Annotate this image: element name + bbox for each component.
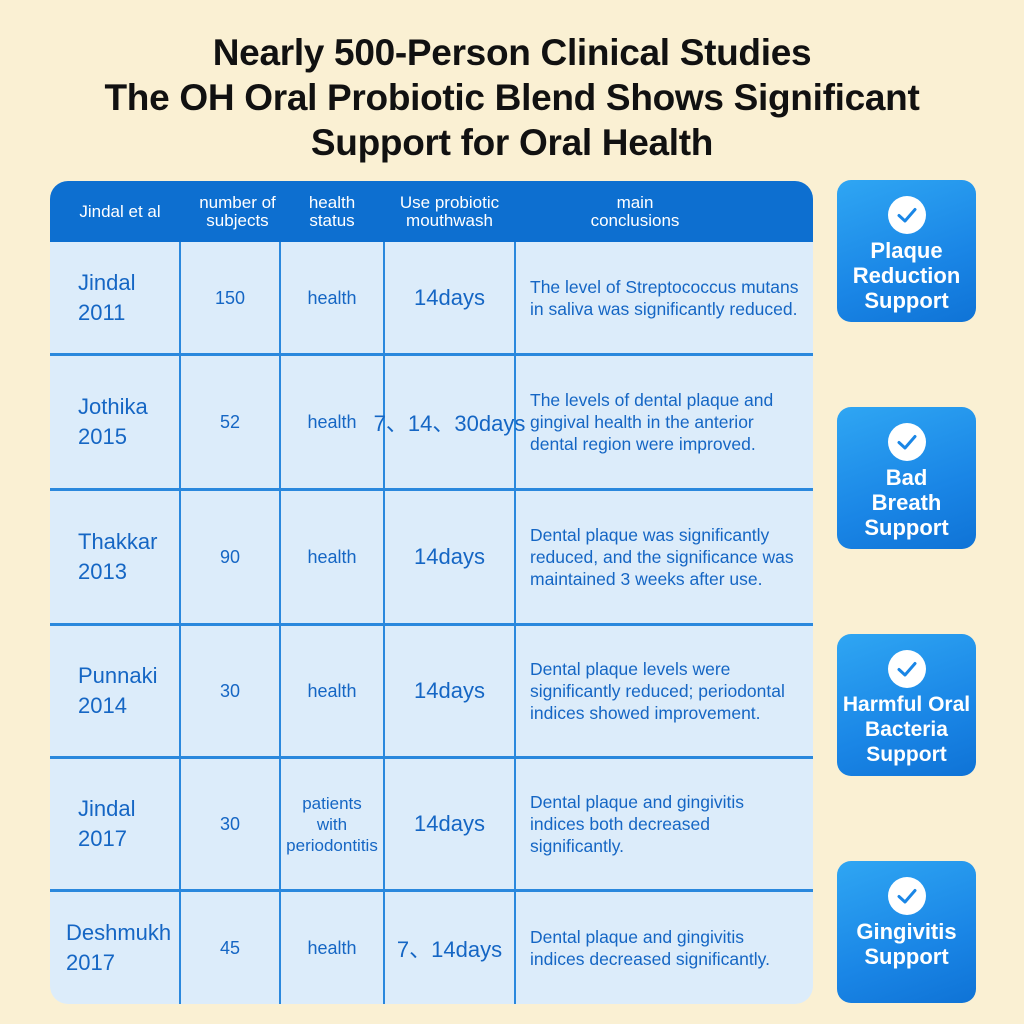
table-header: Jindal et al number of subjects health s… (50, 181, 813, 242)
cell-subjects: 90 (219, 546, 241, 567)
cell-author: Jindal 2017 (78, 796, 136, 851)
title-line-1: Nearly 500-Person Clinical Studies (212, 32, 812, 73)
table-body: Jindal 2011 150 health 14days The level … (50, 242, 813, 1004)
cell-conclusion: The levels of dental plaque and gingival… (530, 390, 774, 454)
cell-author: Punnaki 2014 (78, 663, 158, 718)
cell-subjects: 150 (214, 287, 246, 308)
cell-conclusion: Dental plaque and gingivitis indices bot… (530, 792, 745, 856)
cell-days: 14days (414, 544, 485, 569)
badge-label: Gingivitis Support (856, 919, 957, 969)
badge-plaque-reduction: Plaque Reduction Support (837, 180, 976, 322)
check-circle-icon (887, 877, 926, 915)
cell-days: 7、14、30days (373, 411, 526, 436)
cell-author: Jindal 2011 (78, 270, 136, 325)
cell-days: 14days (414, 678, 485, 703)
row-divider (50, 488, 813, 491)
cell-status: patients with periodontitis (286, 793, 378, 855)
table-row: Deshmukh 2017 45 health 7、14days Dental … (50, 892, 813, 1004)
header-status: health status (308, 192, 356, 230)
cell-author: Deshmukh 2017 (66, 920, 172, 975)
table-row: Jindal 2017 30 patients with periodontit… (50, 759, 813, 889)
cell-conclusion: Dental plaque was significantly reduced,… (530, 525, 794, 589)
badge-label: Harmful Oral Bacteria Support (842, 693, 971, 766)
row-divider (50, 353, 813, 356)
header-author: Jindal et al (79, 201, 161, 221)
title-line-3: Support for Oral Health (310, 122, 714, 163)
cell-conclusion: Dental plaque levels were significantly … (530, 659, 785, 723)
badge-label: Plaque Reduction Support (852, 238, 961, 313)
table-row: Jindal 2011 150 health 14days The level … (50, 242, 813, 354)
cell-status: health (307, 411, 357, 432)
table-row: Thakkar 2013 90 health 14days Dental pla… (50, 491, 813, 623)
header-use: Use probiotic mouthwash (399, 192, 500, 230)
cell-status: health (307, 937, 357, 958)
cell-subjects: 52 (219, 411, 241, 432)
cell-conclusion: Dental plaque and gingivitis indices dec… (530, 927, 770, 969)
cell-status: health (307, 680, 357, 701)
cell-subjects: 45 (219, 937, 241, 958)
clinical-studies-table: Jindal et al number of subjects health s… (50, 181, 813, 1004)
cell-subjects: 30 (219, 680, 241, 701)
cell-days: 14days (414, 285, 485, 310)
check-circle-icon (887, 650, 926, 688)
badge-harmful-bacteria: Harmful Oral Bacteria Support (837, 634, 976, 776)
badge-bad-breath: Bad Breath Support (837, 407, 976, 549)
check-circle-icon (887, 196, 926, 234)
header-subjects: number of subjects (199, 192, 276, 230)
row-divider (50, 889, 813, 892)
cell-status: health (307, 287, 357, 308)
cell-subjects: 30 (219, 813, 241, 834)
cell-days: 7、14days (396, 937, 503, 962)
cell-author: Thakkar 2013 (78, 529, 158, 584)
cell-status: health (307, 546, 357, 567)
header-conclusions: main conclusions (590, 192, 680, 230)
check-circle-icon (887, 423, 926, 461)
cell-author: Jothika 2015 (78, 394, 148, 449)
cell-days: 14days (414, 811, 485, 836)
row-divider (50, 623, 813, 626)
badge-gingivitis: Gingivitis Support (837, 861, 976, 1003)
badge-label: Bad Breath Support (864, 465, 949, 540)
table-row: Punnaki 2014 30 health 14days Dental pla… (50, 626, 813, 756)
table-row: Jothika 2015 52 health 7、14、30days The l… (50, 356, 813, 488)
cell-conclusion: The level of Streptococcus mutans in sal… (530, 277, 799, 319)
title-line-2: The OH Oral Probiotic Blend Shows Signif… (104, 77, 920, 118)
row-divider (50, 756, 813, 759)
page-title: Nearly 500-Person Clinical Studies The O… (0, 30, 1024, 165)
